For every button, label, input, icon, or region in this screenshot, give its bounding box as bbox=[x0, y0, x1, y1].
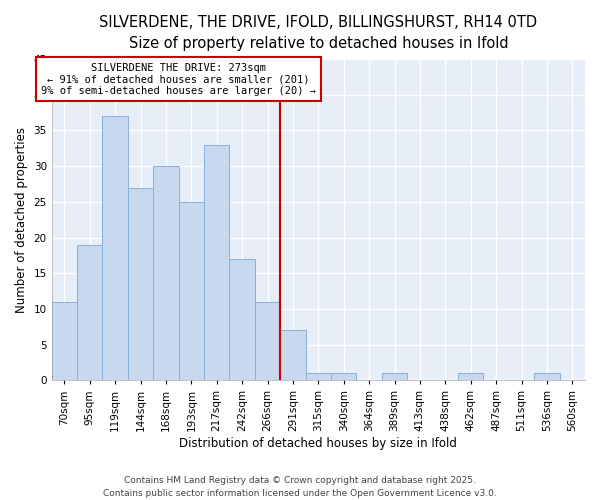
X-axis label: Distribution of detached houses by size in Ifold: Distribution of detached houses by size … bbox=[179, 437, 457, 450]
Text: SILVERDENE THE DRIVE: 273sqm
← 91% of detached houses are smaller (201)
9% of se: SILVERDENE THE DRIVE: 273sqm ← 91% of de… bbox=[41, 62, 316, 96]
Bar bbox=[179, 202, 204, 380]
Bar bbox=[52, 302, 77, 380]
Bar bbox=[128, 188, 153, 380]
Bar bbox=[255, 302, 280, 380]
Bar bbox=[103, 116, 128, 380]
Bar bbox=[280, 330, 305, 380]
Bar bbox=[153, 166, 179, 380]
Title: SILVERDENE, THE DRIVE, IFOLD, BILLINGSHURST, RH14 0TD
Size of property relative : SILVERDENE, THE DRIVE, IFOLD, BILLINGSHU… bbox=[99, 15, 538, 51]
Bar bbox=[458, 373, 484, 380]
Bar bbox=[534, 373, 560, 380]
Bar bbox=[229, 259, 255, 380]
Bar bbox=[77, 244, 103, 380]
Bar bbox=[204, 145, 229, 380]
Text: Contains HM Land Registry data © Crown copyright and database right 2025.
Contai: Contains HM Land Registry data © Crown c… bbox=[103, 476, 497, 498]
Bar bbox=[331, 373, 356, 380]
Bar bbox=[382, 373, 407, 380]
Y-axis label: Number of detached properties: Number of detached properties bbox=[15, 126, 28, 312]
Bar bbox=[305, 373, 331, 380]
